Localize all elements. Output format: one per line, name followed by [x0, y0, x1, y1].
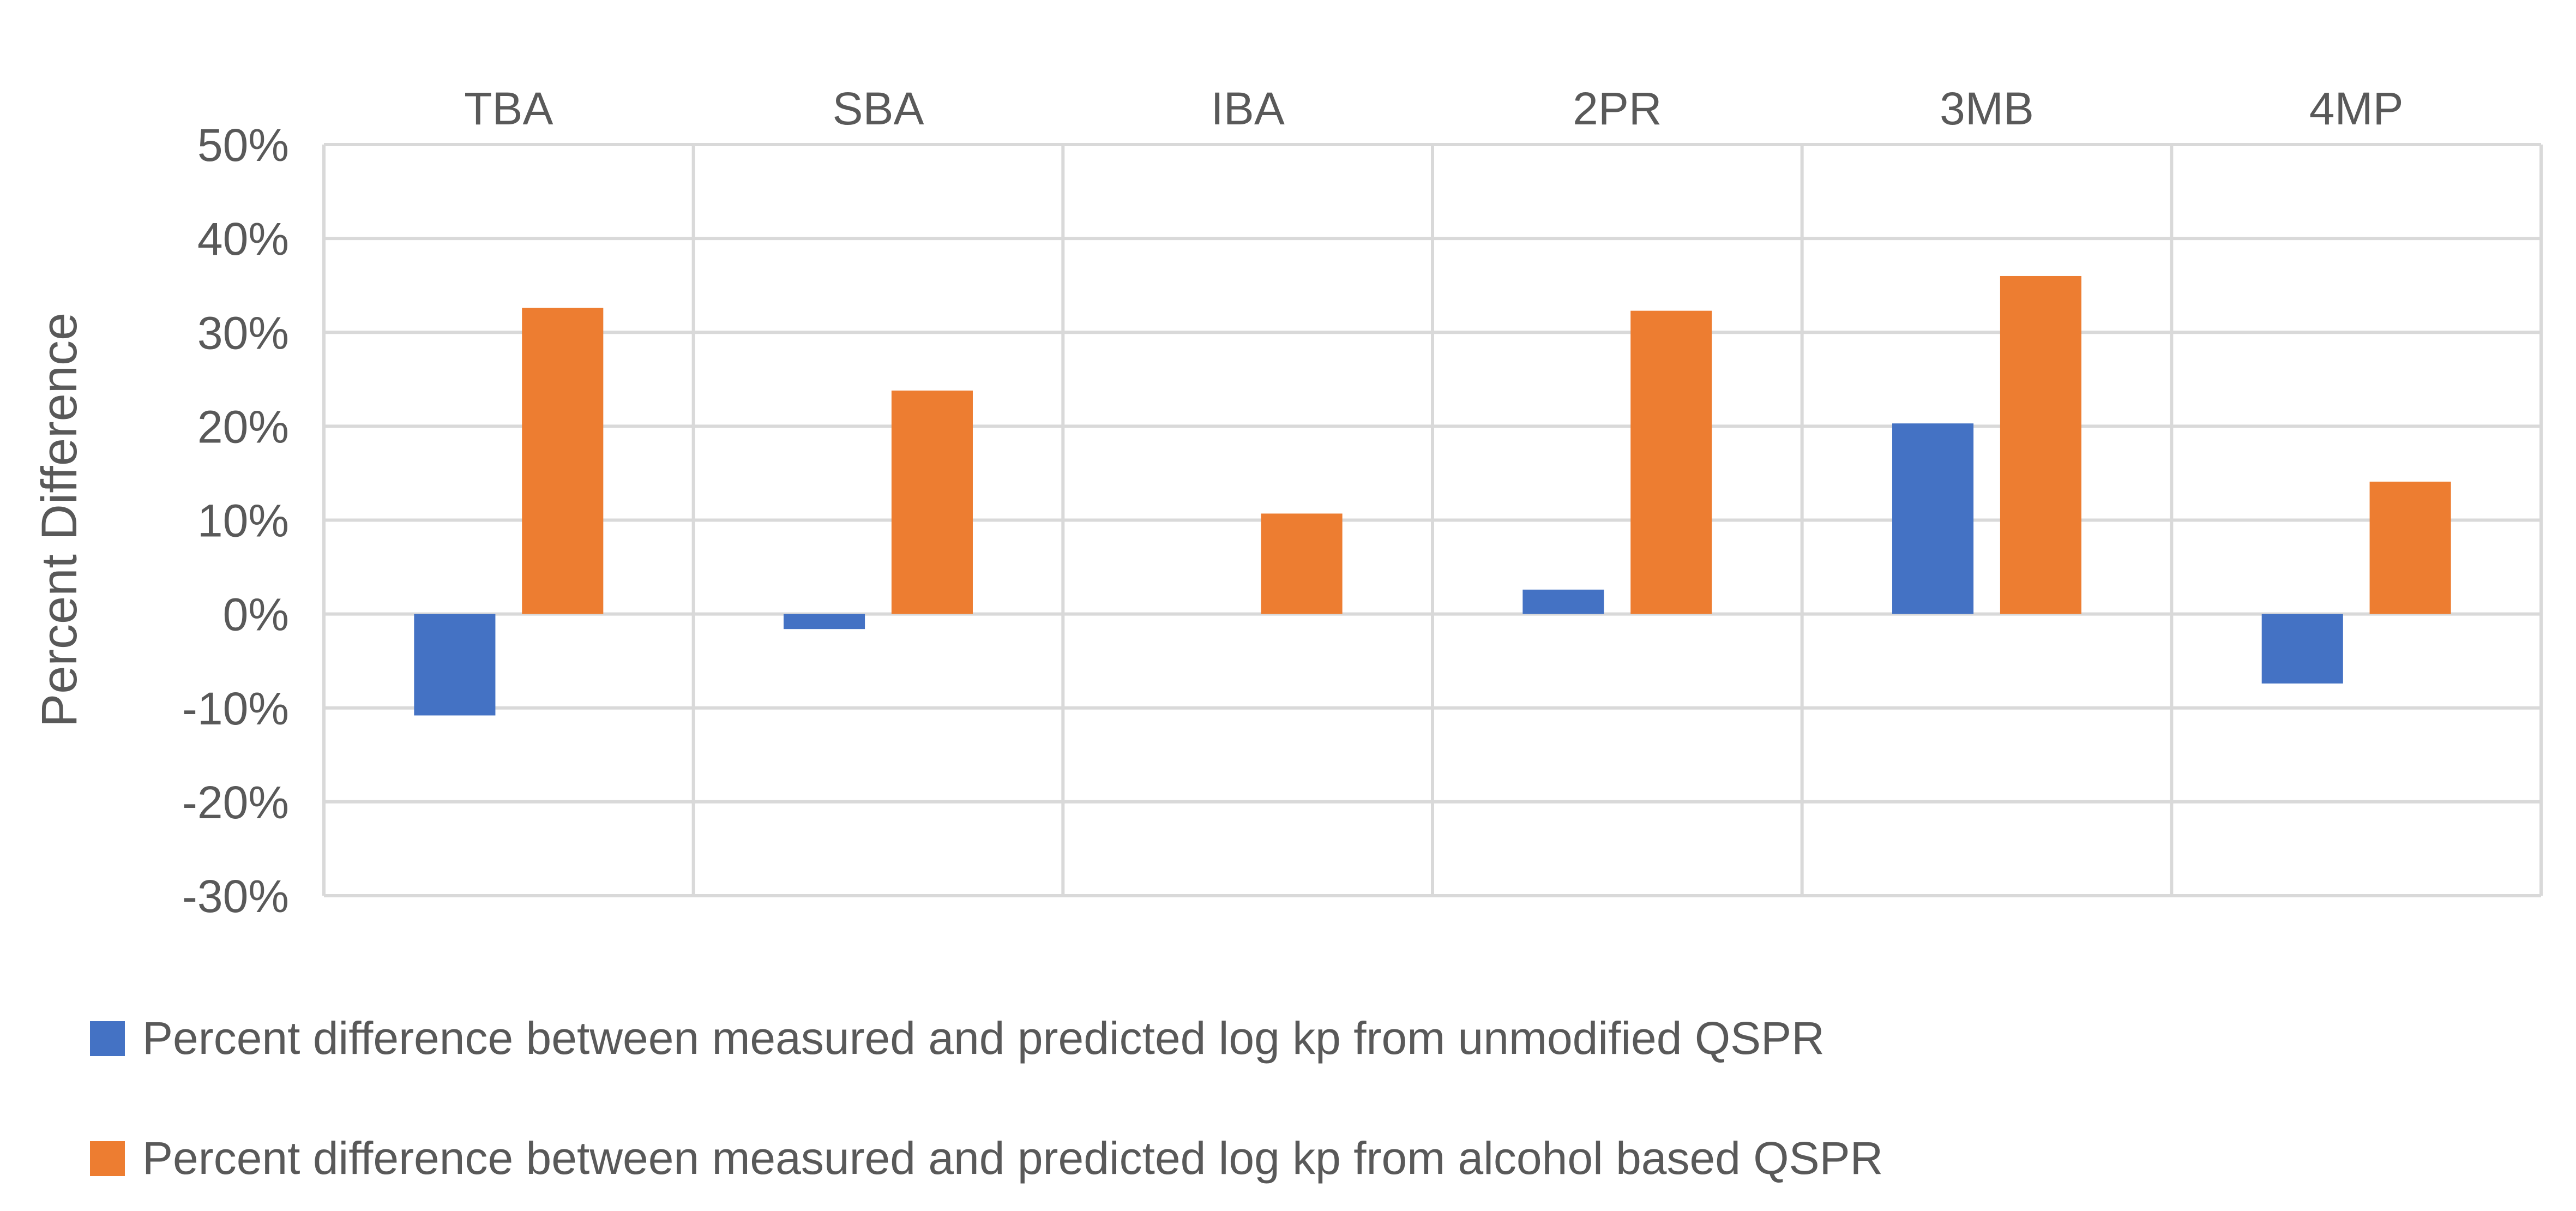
category-label: 2PR: [1573, 83, 1662, 134]
bar-alcohol-iba: [1261, 513, 1343, 614]
y-tick-label: 20%: [197, 401, 289, 452]
y-axis-label: Percent Difference: [32, 313, 87, 727]
bars: [414, 275, 2451, 716]
category-label: TBA: [464, 83, 553, 134]
bar-alcohol-2pr: [1630, 310, 1712, 614]
gridlines: [322, 143, 2543, 897]
bar-unmodified-2pr: [1522, 589, 1604, 614]
category-label: 4MP: [2309, 83, 2404, 134]
y-tick-labels: 50% 40% 30% 20% 10% 0% -10% -20% -30%: [182, 119, 289, 922]
y-tick-label: -30%: [182, 871, 289, 922]
category-labels: TBA SBA IBA 2PR 3MB 4MP: [464, 83, 2403, 134]
y-tick-label: -10%: [182, 683, 289, 734]
y-tick-label: 40%: [197, 213, 289, 265]
legend-label: Percent difference between measured and …: [142, 1012, 1825, 1064]
y-tick-label: -20%: [182, 777, 289, 828]
bar-unmodified-sba: [784, 614, 865, 630]
y-tick-label: 30%: [197, 307, 289, 358]
legend-item-unmodified: Percent difference between measured and …: [90, 1012, 1825, 1065]
y-tick-label: 10%: [197, 495, 289, 547]
bar-unmodified-tba: [414, 614, 496, 716]
y-tick-label: 0%: [223, 589, 289, 640]
bar-unmodified-3mb: [1892, 423, 1974, 614]
legend-swatch-blue: [90, 1021, 125, 1056]
category-label: IBA: [1211, 83, 1284, 134]
bar-alcohol-4mp: [2369, 481, 2451, 614]
y-tick-label: 50%: [197, 119, 289, 171]
legend-label: Percent difference between measured and …: [142, 1132, 1883, 1184]
category-label: SBA: [832, 83, 924, 134]
category-label: 3MB: [1940, 83, 2034, 134]
legend-swatch-orange: [90, 1141, 125, 1176]
bar-alcohol-3mb: [2000, 275, 2081, 614]
bar-unmodified-4mp: [2261, 614, 2343, 684]
legend-item-alcohol: Percent difference between measured and …: [90, 1132, 1883, 1185]
bar-alcohol-sba: [891, 390, 973, 614]
bar-alcohol-tba: [522, 308, 604, 614]
